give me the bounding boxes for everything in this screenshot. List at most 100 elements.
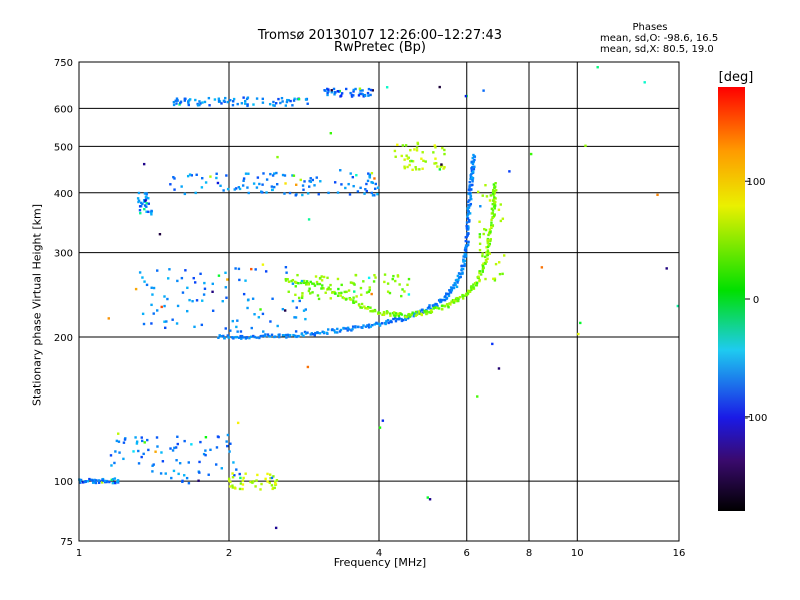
echo-point [385, 86, 389, 89]
echo-point [485, 195, 489, 198]
echo-point [150, 286, 153, 289]
echo-point [199, 102, 202, 105]
echo-point [334, 292, 337, 295]
echo-point [247, 172, 250, 175]
y-tick-label: 750 [54, 58, 73, 69]
echo-point [443, 148, 446, 152]
echo-point [446, 292, 450, 296]
echo-point [91, 481, 95, 484]
colorbar-tick-label: -100 [745, 413, 768, 424]
echo-point [186, 309, 189, 313]
echo-point [286, 278, 289, 281]
echo-point [407, 313, 410, 317]
echo-point [233, 486, 237, 489]
echo-point [208, 104, 211, 107]
echo-point [464, 239, 467, 243]
echo-point [392, 274, 395, 278]
echo-point [478, 233, 482, 236]
echo-point [404, 318, 407, 322]
echo-point [443, 305, 446, 308]
echo-point [435, 303, 438, 306]
echo-point [392, 317, 395, 321]
echo-point [185, 476, 189, 480]
echo-point [197, 479, 200, 482]
echo-point [463, 259, 467, 263]
echo-point [363, 192, 366, 195]
echo-point [468, 212, 472, 215]
echo-point [164, 326, 167, 330]
echo-point [502, 254, 506, 257]
echo-point [352, 90, 355, 93]
echo-point [445, 296, 449, 300]
echo-point [398, 283, 401, 286]
echo-point [273, 172, 276, 175]
echo-point [676, 304, 680, 308]
echo-point [232, 461, 235, 464]
echo-point [200, 186, 204, 189]
echo-point [367, 323, 371, 326]
echo-point [438, 85, 441, 89]
echo-point [179, 101, 182, 105]
echo-point [173, 446, 176, 450]
echo-point [348, 328, 351, 331]
echo-point [250, 326, 253, 330]
echo-point [173, 188, 176, 191]
echo-point [229, 329, 232, 332]
echo-point [187, 481, 191, 485]
echo-point [405, 315, 409, 319]
echo-point [288, 333, 292, 337]
echo-point [486, 241, 490, 245]
echo-point [497, 367, 501, 370]
echo-point [393, 311, 396, 314]
echo-point [108, 480, 111, 484]
echo-point [485, 246, 488, 249]
echo-point [242, 476, 245, 480]
echo-point [183, 99, 187, 102]
echo-point [469, 177, 472, 181]
echo-point [363, 94, 367, 98]
echo-point [370, 292, 373, 296]
echo-point [464, 246, 467, 249]
echo-point [396, 274, 400, 277]
echo-point [468, 191, 471, 194]
echo-point [492, 277, 495, 281]
echo-point [464, 94, 468, 98]
echo-point [303, 180, 306, 183]
echo-point [285, 336, 288, 339]
echo-point [301, 193, 304, 197]
echo-point [300, 333, 303, 336]
echo-point [466, 209, 470, 212]
echo-point [472, 286, 475, 289]
echo-point [428, 304, 431, 307]
echo-point [461, 264, 464, 268]
echo-point [353, 290, 356, 293]
echo-point [320, 287, 323, 290]
echo-point [229, 99, 232, 102]
echo-point [122, 457, 125, 461]
echo-point [437, 307, 441, 310]
echo-point [116, 480, 119, 484]
echo-point [143, 207, 146, 211]
echo-point [340, 92, 344, 95]
echo-point [122, 441, 126, 444]
echo-point [386, 282, 390, 285]
echo-point [404, 144, 408, 147]
echo-point [190, 443, 193, 446]
echo-point [183, 439, 186, 443]
echo-point [100, 479, 103, 483]
echo-point [491, 202, 494, 206]
echo-point [389, 314, 392, 317]
echo-point [194, 191, 197, 195]
echo-point [180, 185, 183, 188]
echo-point [297, 334, 300, 338]
echo-point [443, 166, 446, 169]
echo-point [183, 97, 187, 100]
echo-point [110, 478, 113, 482]
echo-point [418, 168, 421, 171]
echo-point [292, 333, 295, 337]
echo-point [311, 178, 314, 182]
echo-point [344, 186, 347, 190]
echo-point [330, 291, 334, 294]
echo-point [241, 184, 245, 187]
